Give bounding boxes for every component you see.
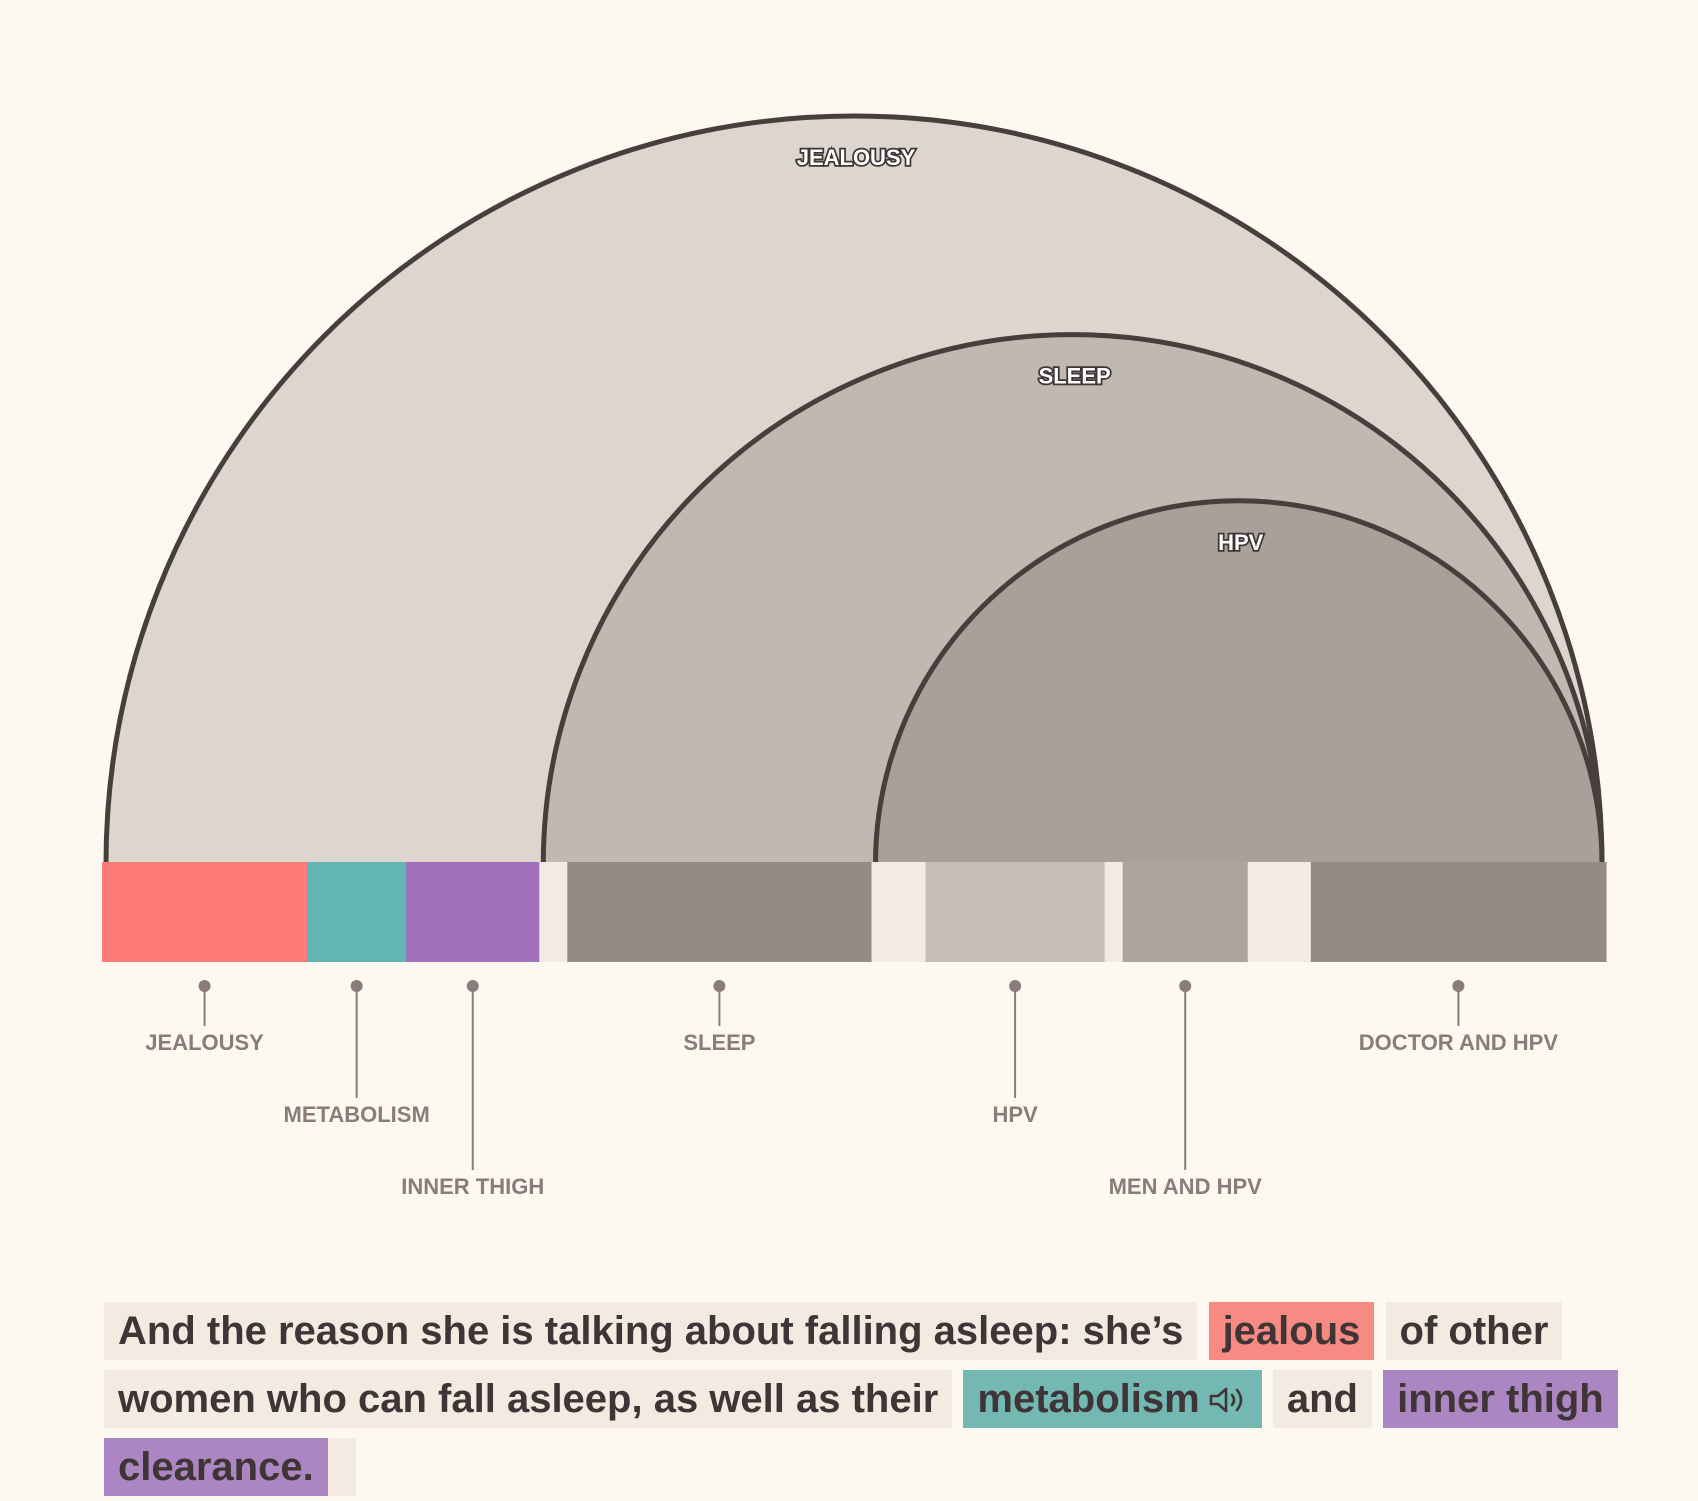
- segment-gap: [1247, 862, 1312, 962]
- arc-hpv: [875, 500, 1602, 864]
- highlight-jealous[interactable]: jealous: [1208, 1302, 1375, 1360]
- narration-sentence: And the reason she is talking about fall…: [104, 1297, 1664, 1501]
- leader-dot-sleep: [713, 980, 726, 992]
- leader-dot-jealousy: [198, 980, 211, 992]
- segment-label-men-and-hpv: MEN AND HPV: [1109, 1174, 1263, 1199]
- sentence-text-4: [327, 1438, 356, 1496]
- arc-outline-hpv: [873, 498, 1605, 865]
- leader-dot-men-and-hpv: [1179, 980, 1192, 992]
- segment-metabolism: [307, 862, 407, 962]
- segment-inner-thigh: [406, 862, 540, 962]
- segment-men-and-hpv: [1122, 862, 1249, 962]
- segment-hpv: [925, 862, 1106, 962]
- leader-dot-hpv: [1009, 980, 1022, 992]
- segment-label-sleep: SLEEP: [683, 1030, 755, 1055]
- segment-label-jealousy: JEALOUSY: [145, 1030, 264, 1055]
- segment-gap: [539, 862, 568, 962]
- highlight-metabolism[interactable]: metabolism: [963, 1370, 1262, 1428]
- arc-label-jealousy: JEALOUSY: [797, 145, 916, 170]
- arc-diagram: JEALOUSY SLEEP HPV JEALOUSY METABOLISM INNER …: [102, 113, 1607, 1199]
- arc-label-hpv: HPV: [1218, 530, 1264, 555]
- segment-doctor-and-hpv: [1310, 862, 1607, 962]
- segment-label-metabolism: METABOLISM: [284, 1102, 430, 1127]
- highlight-metabolism-label: metabolism: [977, 1377, 1200, 1421]
- sentence-text-3: and: [1272, 1370, 1372, 1428]
- segment-gap: [871, 862, 927, 962]
- segment-label-inner-thigh: INNER THIGH: [401, 1174, 544, 1199]
- arc-label-sleep: SLEEP: [1039, 364, 1111, 389]
- segment-label-doctor-and-hpv: DOCTOR AND HPV: [1359, 1030, 1559, 1055]
- sentence-text-1: And the reason she is talking about fall…: [104, 1302, 1198, 1360]
- arc-outline-jealousy: [103, 113, 1605, 865]
- segment-sleep: [567, 862, 873, 962]
- leader-dot-doctor-and-hpv: [1452, 980, 1465, 992]
- leader-dot-inner-thigh: [466, 980, 479, 992]
- speaker-icon[interactable]: [1208, 1385, 1248, 1415]
- segment-gap: [1104, 862, 1124, 962]
- leader-dot-metabolism: [350, 980, 363, 992]
- segment-label-hpv: HPV: [992, 1102, 1038, 1127]
- arc-outline-sleep: [540, 332, 1605, 865]
- segment-jealousy: [102, 862, 308, 962]
